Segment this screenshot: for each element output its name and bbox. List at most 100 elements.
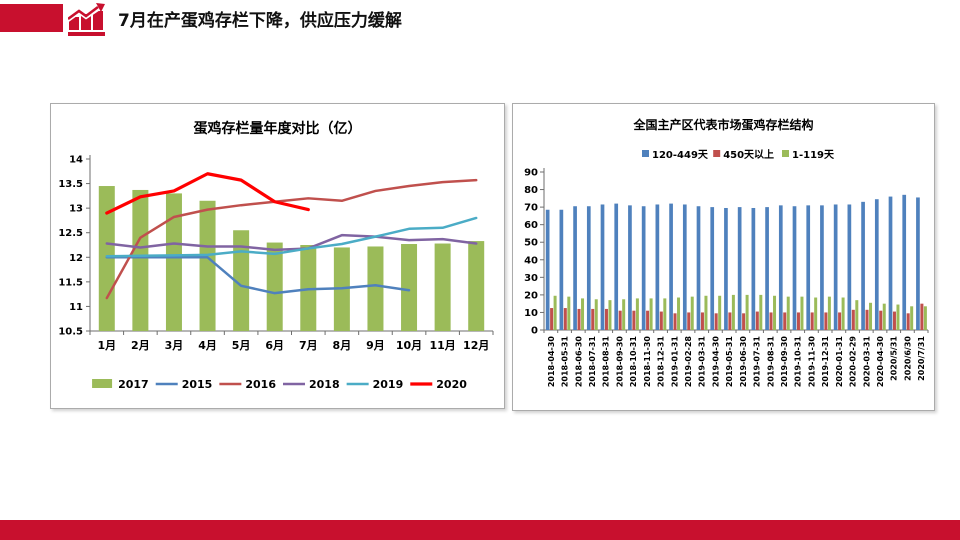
svg-text:450天以上: 450天以上 (723, 148, 774, 161)
svg-text:2020/7/31: 2020/7/31 (917, 336, 926, 381)
bar (434, 243, 451, 331)
bar (233, 230, 250, 331)
svg-text:90: 90 (524, 168, 538, 179)
svg-text:2019-03-31: 2019-03-31 (698, 336, 707, 388)
svg-text:2019-02-28: 2019-02-28 (684, 336, 693, 388)
svg-text:10.5: 10.5 (58, 327, 83, 338)
legend-item-2017: 2017 (92, 378, 149, 391)
bar (786, 296, 790, 330)
bar (737, 207, 742, 330)
bar (902, 194, 907, 330)
bar (765, 207, 769, 330)
svg-text:6月: 6月 (265, 339, 284, 352)
bar (632, 310, 636, 330)
bar (591, 308, 595, 330)
svg-text:2018-07-31: 2018-07-31 (588, 336, 597, 388)
line-2015 (105, 256, 411, 295)
bar (792, 206, 797, 330)
svg-text:50: 50 (524, 238, 538, 249)
svg-text:0: 0 (531, 326, 538, 337)
bars-120-449天 (545, 194, 920, 330)
svg-text:2018-09-30: 2018-09-30 (615, 336, 624, 388)
bar (847, 204, 852, 330)
bars-1-119天 (553, 294, 927, 330)
line-2018 (105, 233, 478, 252)
bar (550, 308, 554, 330)
svg-text:7月: 7月 (299, 339, 318, 352)
svg-text:2017: 2017 (118, 378, 149, 391)
footer-bar (0, 520, 960, 540)
svg-text:2016: 2016 (245, 378, 276, 391)
legend-item-2020: 2020 (410, 378, 467, 391)
bar (718, 295, 722, 330)
bar (655, 204, 660, 330)
bar (586, 206, 591, 330)
svg-text:2018-11-30: 2018-11-30 (643, 336, 652, 388)
bar (810, 312, 814, 330)
svg-text:12.5: 12.5 (58, 228, 83, 239)
left-chart-plot: 14 13.5 13 12.5 12 11.5 11 10.5 1月 2月 3月 4月 5月 6月 7月 8月… (58, 155, 494, 391)
bar (618, 310, 622, 330)
svg-text:2019-10-31: 2019-10-31 (794, 336, 803, 388)
bar (635, 298, 639, 330)
bar-chart-arrow-icon (68, 3, 105, 36)
svg-text:3月: 3月 (165, 339, 184, 352)
bar (833, 204, 838, 330)
svg-text:13.5: 13.5 (58, 179, 83, 190)
bar (690, 296, 694, 330)
svg-text:2018-08-31: 2018-08-31 (602, 336, 611, 388)
svg-text:1-119天: 1-119天 (792, 149, 835, 161)
bar (628, 205, 632, 330)
bar (916, 197, 920, 330)
bar (468, 241, 485, 331)
bar (827, 296, 831, 330)
header-accent-block (0, 4, 63, 32)
bar (773, 295, 777, 330)
bar (874, 199, 879, 330)
bar (728, 312, 732, 330)
svg-text:2020-01-31: 2020-01-31 (835, 336, 844, 388)
svg-text:1月: 1月 (97, 339, 116, 352)
svg-text:9月: 9月 (366, 339, 385, 352)
bar (646, 310, 650, 330)
bar (820, 205, 824, 330)
bar (910, 306, 914, 330)
legend-item-1-119天: 1-119天 (782, 149, 835, 161)
right-chart-title: 全国主产区代表市场蛋鸡存栏结构 (633, 118, 814, 132)
svg-text:2月: 2月 (131, 339, 150, 352)
bar (367, 246, 384, 331)
bar (745, 294, 749, 330)
bars-450天以上 (550, 303, 924, 330)
bar (659, 311, 663, 330)
bar (649, 298, 653, 330)
svg-text:2018-04-30: 2018-04-30 (547, 336, 556, 388)
line-2020 (105, 172, 310, 215)
bar (600, 204, 605, 330)
svg-text:2020/5/31: 2020/5/31 (890, 336, 899, 381)
bar (673, 313, 677, 330)
bar (906, 313, 910, 330)
legend-item-120-449天: 120-449天 (642, 149, 709, 161)
bar (714, 313, 718, 330)
svg-text:2019-06-30: 2019-06-30 (739, 336, 748, 388)
bar (682, 204, 687, 330)
svg-text:2019-08-31: 2019-08-31 (766, 336, 775, 388)
line-2016 (105, 178, 478, 300)
y-axis-labels: 14 13.5 13 12.5 12 11.5 11 10.5 (58, 155, 83, 338)
bar (724, 207, 728, 330)
slide-title: 7月在产蛋鸡存栏下降，供应压力缓解 (118, 11, 402, 31)
svg-text:80: 80 (524, 185, 538, 196)
svg-text:2019-05-31: 2019-05-31 (725, 336, 734, 388)
svg-text:2019-04-30: 2019-04-30 (711, 336, 720, 388)
bar (266, 242, 283, 331)
bar (704, 295, 708, 330)
bar (896, 304, 900, 330)
bar (861, 201, 865, 330)
svg-text:70: 70 (524, 203, 538, 214)
svg-text:2020-02-29: 2020-02-29 (849, 336, 858, 388)
svg-text:2019-12-31: 2019-12-31 (821, 336, 830, 388)
svg-text:40: 40 (524, 255, 538, 266)
svg-text:30: 30 (524, 273, 538, 284)
